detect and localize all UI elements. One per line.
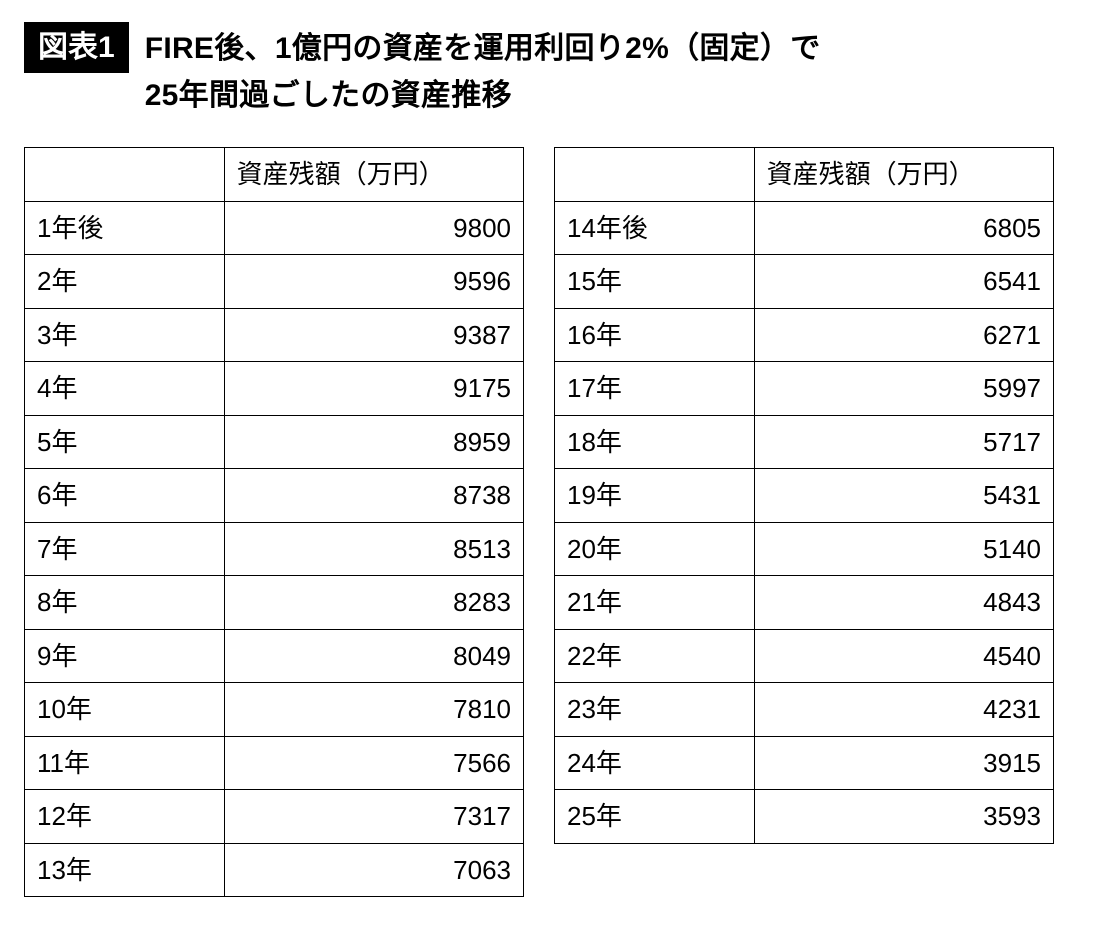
cell-year: 13年 (25, 843, 225, 897)
table-row: 23年4231 (555, 683, 1054, 737)
cell-value: 7063 (224, 843, 523, 897)
table-row: 9年8049 (25, 629, 524, 683)
figure-title-line1: FIRE後、1億円の資産を運用利回り2%（固定）で (145, 26, 821, 73)
table-row: 18年5717 (555, 415, 1054, 469)
cell-year: 16年 (555, 308, 755, 362)
cell-year: 11年 (25, 736, 225, 790)
header-value: 資産残額（万円） (754, 148, 1053, 202)
cell-year: 6年 (25, 469, 225, 523)
table-header-row: 資産残額（万円） (555, 148, 1054, 202)
cell-value: 7317 (224, 790, 523, 844)
cell-value: 5997 (754, 362, 1053, 416)
cell-year: 23年 (555, 683, 755, 737)
cell-value: 8049 (224, 629, 523, 683)
cell-year: 12年 (25, 790, 225, 844)
cell-year: 4年 (25, 362, 225, 416)
cell-value: 3593 (754, 790, 1053, 844)
table-header-row: 資産残額（万円） (25, 148, 524, 202)
cell-year: 2年 (25, 255, 225, 309)
cell-value: 9387 (224, 308, 523, 362)
cell-year: 10年 (25, 683, 225, 737)
table-row: 17年5997 (555, 362, 1054, 416)
cell-value: 3915 (754, 736, 1053, 790)
cell-value: 6541 (754, 255, 1053, 309)
table-row: 6年8738 (25, 469, 524, 523)
cell-value: 9175 (224, 362, 523, 416)
table-row: 12年7317 (25, 790, 524, 844)
cell-value: 5431 (754, 469, 1053, 523)
cell-value: 5140 (754, 522, 1053, 576)
cell-value: 4231 (754, 683, 1053, 737)
table-row: 7年8513 (25, 522, 524, 576)
table-row: 13年7063 (25, 843, 524, 897)
table-row: 11年7566 (25, 736, 524, 790)
cell-value: 6805 (754, 201, 1053, 255)
header-year-empty (555, 148, 755, 202)
table-row: 8年8283 (25, 576, 524, 630)
cell-value: 8738 (224, 469, 523, 523)
table-row: 24年3915 (555, 736, 1054, 790)
table-row: 14年後6805 (555, 201, 1054, 255)
table-row: 19年5431 (555, 469, 1054, 523)
cell-year: 19年 (555, 469, 755, 523)
table-row: 25年3593 (555, 790, 1054, 844)
figure-title: FIRE後、1億円の資産を運用利回り2%（固定）で 25年間過ごしたの資産推移 (145, 22, 821, 119)
cell-year: 20年 (555, 522, 755, 576)
asset-table-left: 資産残額（万円） 1年後9800 2年9596 3年9387 4年9175 5年… (24, 147, 524, 897)
table-row: 22年4540 (555, 629, 1054, 683)
header-year-empty (25, 148, 225, 202)
cell-year: 24年 (555, 736, 755, 790)
cell-year: 5年 (25, 415, 225, 469)
cell-year: 22年 (555, 629, 755, 683)
table-row: 21年4843 (555, 576, 1054, 630)
cell-value: 4540 (754, 629, 1053, 683)
figure-label-badge: 図表1 (24, 22, 129, 73)
cell-year: 17年 (555, 362, 755, 416)
cell-year: 8年 (25, 576, 225, 630)
figure-title-line2: 25年間過ごしたの資産推移 (145, 73, 821, 120)
cell-year: 1年後 (25, 201, 225, 255)
cell-value: 5717 (754, 415, 1053, 469)
cell-value: 9800 (224, 201, 523, 255)
table-row: 2年9596 (25, 255, 524, 309)
cell-value: 8283 (224, 576, 523, 630)
cell-value: 6271 (754, 308, 1053, 362)
cell-year: 3年 (25, 308, 225, 362)
asset-table-right: 資産残額（万円） 14年後6805 15年6541 16年6271 17年599… (554, 147, 1054, 844)
table-row: 4年9175 (25, 362, 524, 416)
cell-year: 7年 (25, 522, 225, 576)
cell-year: 14年後 (555, 201, 755, 255)
cell-value: 8959 (224, 415, 523, 469)
cell-year: 18年 (555, 415, 755, 469)
cell-value: 7566 (224, 736, 523, 790)
cell-value: 9596 (224, 255, 523, 309)
cell-year: 25年 (555, 790, 755, 844)
table-row: 10年7810 (25, 683, 524, 737)
table-row: 5年8959 (25, 415, 524, 469)
header-value: 資産残額（万円） (224, 148, 523, 202)
cell-value: 8513 (224, 522, 523, 576)
table-row: 3年9387 (25, 308, 524, 362)
cell-year: 15年 (555, 255, 755, 309)
tables-container: 資産残額（万円） 1年後9800 2年9596 3年9387 4年9175 5年… (24, 147, 1076, 897)
table-row: 15年6541 (555, 255, 1054, 309)
cell-year: 21年 (555, 576, 755, 630)
table-row: 1年後9800 (25, 201, 524, 255)
table-row: 20年5140 (555, 522, 1054, 576)
cell-value: 4843 (754, 576, 1053, 630)
cell-year: 9年 (25, 629, 225, 683)
cell-value: 7810 (224, 683, 523, 737)
heading-row: 図表1 FIRE後、1億円の資産を運用利回り2%（固定）で 25年間過ごしたの資… (24, 22, 1076, 119)
table-row: 16年6271 (555, 308, 1054, 362)
